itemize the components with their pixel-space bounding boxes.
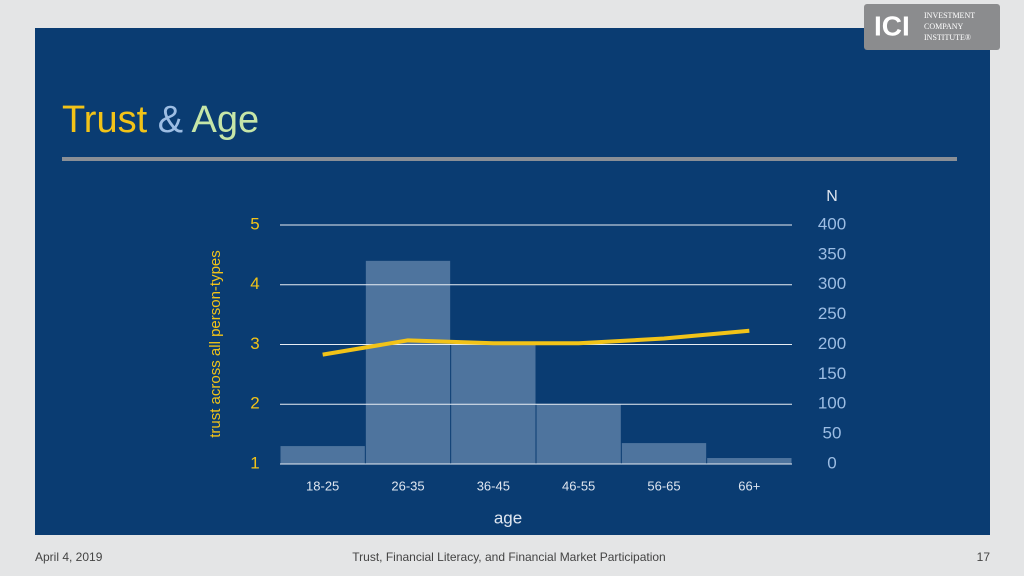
logo-box — [864, 4, 1000, 50]
y2-tick-label: 250 — [818, 304, 846, 323]
y2-tick-label: 150 — [818, 364, 846, 383]
page-number: 17 — [977, 550, 991, 564]
footer-date: April 4, 2019 — [35, 550, 103, 564]
bar — [707, 458, 792, 464]
title-rule — [62, 157, 957, 161]
y-tick-label: 4 — [250, 274, 259, 293]
y2-axis-label: N — [826, 188, 838, 205]
x-tick-label: 66+ — [738, 478, 760, 493]
logo-line: INVESTMENT — [924, 11, 975, 20]
logo-line: COMPANY — [924, 22, 963, 31]
y2-tick-label: 0 — [827, 453, 836, 472]
x-axis-label: age — [494, 508, 522, 527]
x-tick-label: 46-55 — [562, 478, 595, 493]
y2-tick-label: 300 — [818, 274, 846, 293]
y-axis-label: trust across all person-types — [207, 250, 224, 438]
bar — [536, 404, 621, 464]
title-part: Trust — [62, 99, 148, 141]
y-tick-label: 2 — [250, 394, 259, 413]
y2-tick-label: 100 — [818, 394, 846, 413]
logo-line: INSTITUTE® — [924, 33, 971, 42]
logo-mark: ICI — [874, 10, 910, 41]
y-tick-label: 5 — [250, 214, 259, 233]
y2-tick-label: 350 — [818, 244, 846, 263]
title-part: Age — [192, 99, 260, 141]
bar — [365, 260, 451, 464]
bar — [621, 443, 707, 464]
x-tick-label: 18-25 — [306, 478, 339, 493]
footer-title: Trust, Financial Literacy, and Financial… — [352, 550, 665, 564]
x-tick-label: 36-45 — [477, 478, 510, 493]
y-tick-label: 3 — [250, 334, 259, 353]
bar — [280, 446, 365, 464]
slide-title: Trust & Age — [62, 99, 259, 141]
y2-tick-label: 200 — [818, 334, 846, 353]
y2-tick-label: 50 — [823, 424, 842, 443]
y-tick-label: 1 — [250, 453, 259, 472]
line — [322, 328, 750, 357]
title-part: & — [158, 99, 183, 141]
y2-tick-label: 400 — [818, 214, 846, 233]
x-tick-label: 56-65 — [647, 478, 680, 493]
x-tick-label: 26-35 — [391, 478, 424, 493]
